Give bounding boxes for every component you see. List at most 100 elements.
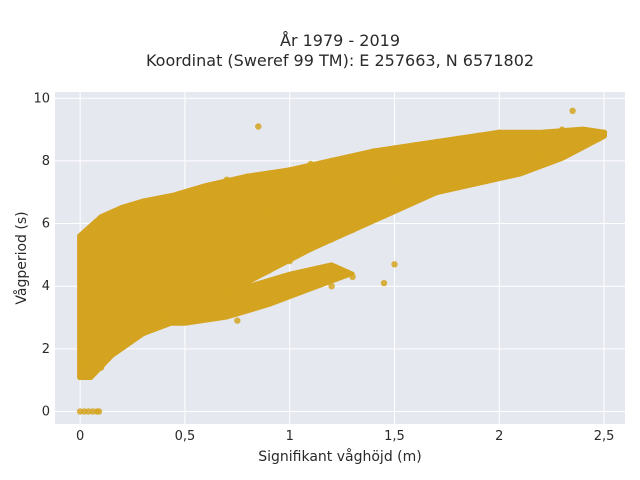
data-point xyxy=(244,276,251,284)
data-point xyxy=(558,142,566,149)
data-point xyxy=(83,251,90,259)
data-point xyxy=(234,317,241,324)
y-tick-label: 2 xyxy=(42,342,50,357)
data-point xyxy=(97,364,105,371)
data-point xyxy=(265,170,272,177)
data-point xyxy=(349,185,356,193)
data-point xyxy=(538,151,545,158)
data-point xyxy=(475,154,482,161)
data-point xyxy=(433,138,440,146)
data-point xyxy=(370,179,377,186)
data-point xyxy=(391,204,398,212)
data-point xyxy=(286,201,293,208)
data-point xyxy=(496,148,503,155)
data-point xyxy=(223,176,230,183)
data-point xyxy=(391,261,398,268)
data-point xyxy=(223,289,230,296)
data-point xyxy=(202,185,210,193)
data-point xyxy=(81,361,88,368)
data-point xyxy=(454,160,461,168)
data-point xyxy=(517,135,524,143)
data-point xyxy=(391,145,398,152)
data-point xyxy=(579,132,587,139)
y-tick-label: 8 xyxy=(42,154,50,169)
data-point xyxy=(454,135,461,143)
data-point xyxy=(102,345,109,352)
data-point xyxy=(79,289,86,296)
y-tick-label: 0 xyxy=(42,404,50,419)
x-tick-label: 0 xyxy=(76,429,84,444)
data-point xyxy=(328,236,335,243)
data-point xyxy=(160,245,168,252)
data-point xyxy=(85,267,92,274)
data-point xyxy=(412,195,419,202)
data-point xyxy=(475,132,482,139)
data-point xyxy=(202,236,210,243)
data-point xyxy=(328,157,335,165)
data-point xyxy=(181,314,189,321)
data-point xyxy=(202,298,210,305)
data-point xyxy=(223,220,230,227)
data-point xyxy=(108,298,115,305)
data-point xyxy=(558,126,566,133)
density-cloud-secondary xyxy=(151,262,355,326)
data-point xyxy=(244,214,251,221)
data-point xyxy=(370,214,377,221)
data-point xyxy=(349,154,356,161)
data-point xyxy=(412,142,419,149)
data-point xyxy=(139,330,147,337)
x-tick-label: 2 xyxy=(495,429,503,444)
data-point xyxy=(93,220,101,227)
data-point xyxy=(475,170,482,177)
data-point xyxy=(412,170,419,177)
data-point xyxy=(118,339,126,346)
data-point xyxy=(76,373,84,381)
data-point xyxy=(569,107,576,115)
data-point xyxy=(160,314,168,321)
x-tick-label: 0,5 xyxy=(175,429,196,444)
data-point xyxy=(433,189,440,196)
data-point xyxy=(139,283,147,290)
data-point xyxy=(265,207,272,215)
data-point xyxy=(538,132,545,139)
data-point xyxy=(255,123,262,130)
chart-title-line-1: År 1979 - 2019 xyxy=(280,31,400,50)
data-point xyxy=(454,179,461,186)
chart-title-line-2: Koordinat (Sweref 99 TM): E 257663, N 65… xyxy=(146,51,534,70)
data-point xyxy=(307,245,314,252)
data-point xyxy=(370,148,377,155)
y-tick-labels: 0 2 4 6 8 10 xyxy=(33,91,50,419)
data-point xyxy=(181,192,189,199)
data-point xyxy=(265,267,272,274)
x-axis-title: Signifikant våghöjd (m) xyxy=(258,448,421,465)
data-point xyxy=(328,283,335,290)
data-point xyxy=(244,173,251,180)
data-point xyxy=(118,211,126,218)
y-tick-label: 6 xyxy=(42,217,50,232)
data-point xyxy=(307,195,314,202)
data-point xyxy=(349,226,356,233)
data-point xyxy=(349,273,356,280)
x-tick-label: 1,5 xyxy=(384,429,405,444)
data-point xyxy=(286,289,293,296)
data-point xyxy=(600,129,608,136)
y-tick-label: 10 xyxy=(33,91,50,106)
data-point xyxy=(89,236,96,243)
data-point xyxy=(517,157,524,165)
data-point xyxy=(286,257,293,265)
data-point xyxy=(83,339,90,346)
data-point xyxy=(95,408,103,415)
data-point xyxy=(380,279,388,287)
data-point xyxy=(160,195,168,202)
data-point xyxy=(433,164,440,171)
y-axis-title: Vågperiod (s) xyxy=(13,211,30,304)
x-tick-label: 2,5 xyxy=(594,429,615,444)
data-point xyxy=(496,164,503,171)
data-point xyxy=(590,132,597,139)
data-point xyxy=(139,201,147,208)
data-point xyxy=(118,267,126,274)
data-point xyxy=(307,160,314,168)
data-point xyxy=(391,176,398,183)
